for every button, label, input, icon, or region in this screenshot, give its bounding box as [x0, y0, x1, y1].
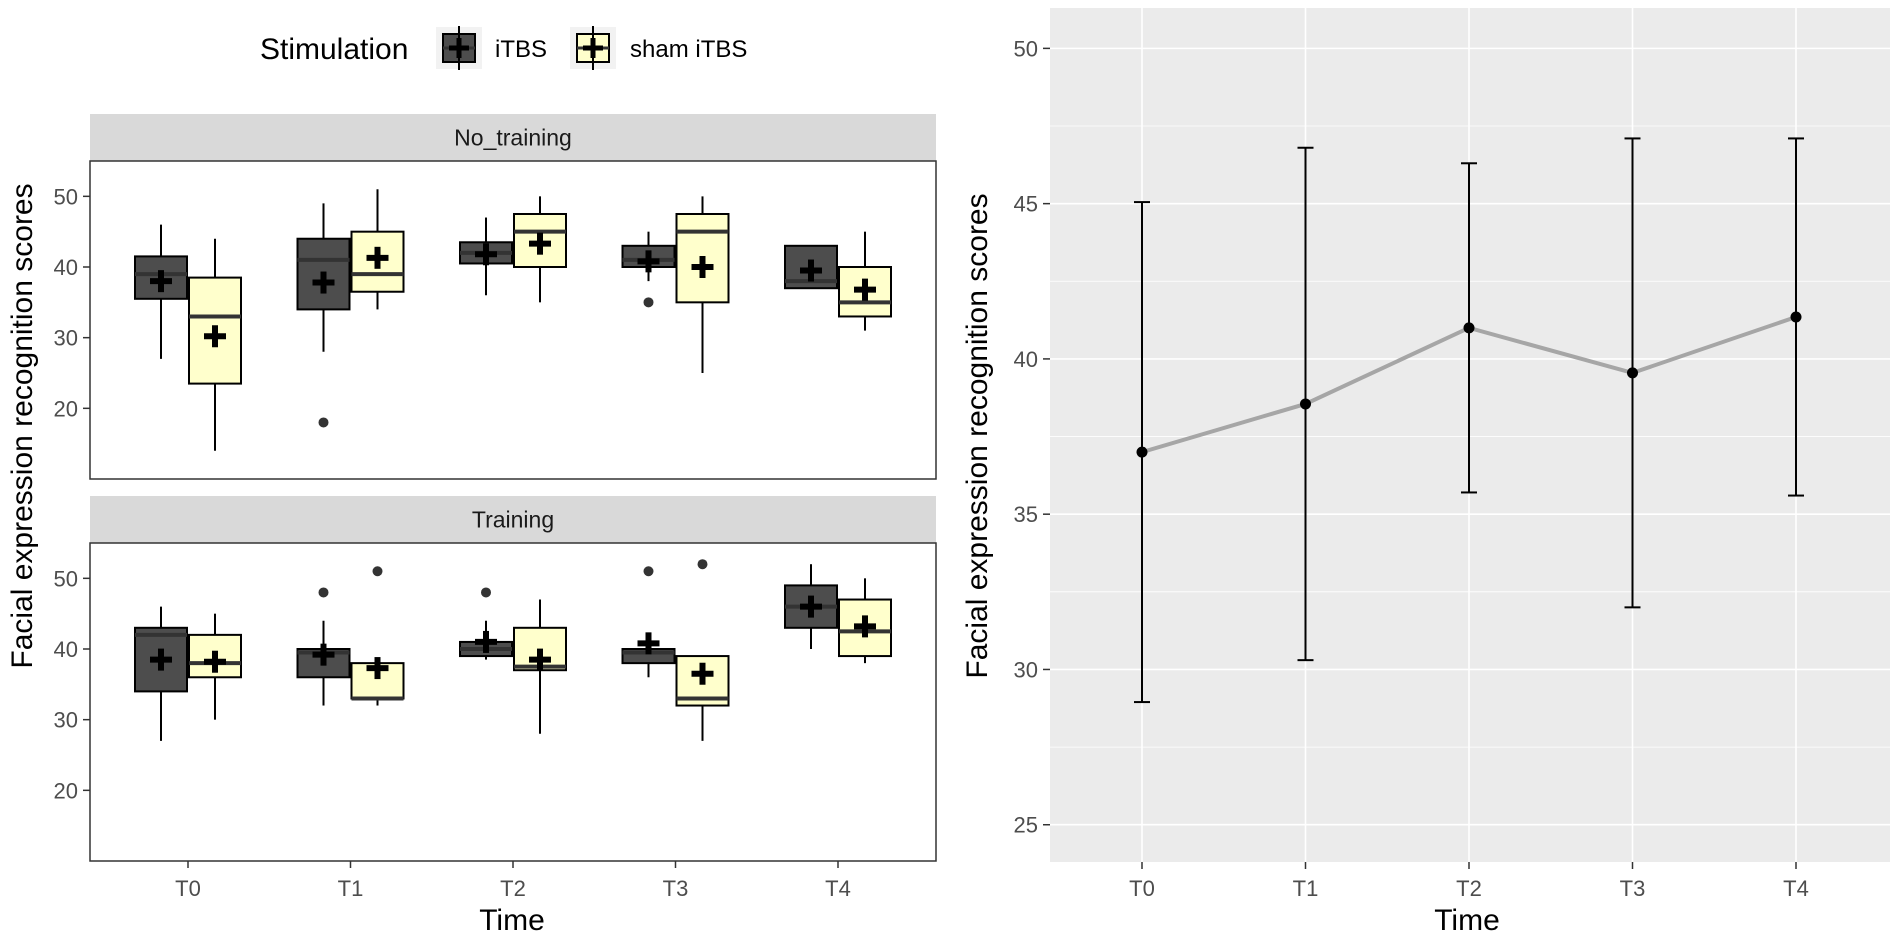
- right-x-tick-label-t3: T3: [1620, 876, 1646, 901]
- box-no-training-itbs-t1-outlier-0: [318, 417, 329, 428]
- legend-key-sham-itbs: [570, 26, 616, 70]
- box-training-sham-itbs-t3-outlier-0: [697, 559, 708, 570]
- y-tick-label-training-30: 30: [54, 708, 78, 733]
- box-training-itbs-t3-outlier-0: [643, 566, 654, 577]
- mean-point-t4: [1790, 311, 1802, 323]
- right-y-tick-label-45: 45: [1014, 192, 1038, 217]
- x-tick-label-t3: T3: [663, 876, 689, 901]
- mean-point-t1: [1300, 398, 1311, 410]
- y-tick-label-training-50: 50: [54, 566, 78, 591]
- right-y-axis-label: Facial expression recognition scores: [961, 193, 994, 678]
- y-tick-label-training-40: 40: [54, 637, 78, 662]
- mean-point-t0: [1136, 446, 1148, 458]
- mean-point-t3: [1627, 367, 1638, 379]
- x-tick-label-t2: T2: [500, 876, 526, 901]
- facet-strip-training: [90, 496, 936, 543]
- box-training-itbs-t2-outlier-0: [481, 587, 491, 598]
- y-tick-label-no-training-40: 40: [54, 255, 78, 280]
- box-training-sham-itbs-t1-outlier-0: [372, 566, 383, 577]
- right-x-tick-label-t2: T2: [1456, 876, 1482, 901]
- y-tick-label-no-training-20: 20: [54, 396, 78, 421]
- mean-point-t2: [1463, 322, 1475, 334]
- right-line-chart: 25 30 35 40 45 50 T0 T1 T2 T3 T4: [1014, 8, 1890, 901]
- legend-label-sham-itbs: sham iTBS: [630, 36, 747, 63]
- right-y-tick-label-35: 35: [1014, 502, 1038, 527]
- x-tick-label-t0: T0: [175, 876, 201, 901]
- right-x-tick-label-t4: T4: [1783, 876, 1809, 901]
- left-y-axis-label: Facial expression recognition scores: [6, 183, 39, 668]
- legend-key-itbs: [436, 26, 482, 70]
- left-x-axis-label: Time: [479, 904, 545, 937]
- legend: Stimulation iTBS sham iTBS: [260, 26, 747, 70]
- right-x-tick-label-t1: T1: [1293, 876, 1319, 901]
- right-y-tick-label-30: 30: [1014, 657, 1038, 682]
- facet-label-no-training: No_training: [454, 125, 572, 151]
- box-no-training-itbs-t3-outlier-0: [643, 297, 654, 308]
- y-tick-label-training-20: 20: [54, 778, 78, 803]
- y-tick-label-no-training-50: 50: [54, 184, 78, 209]
- legend-title: Stimulation: [260, 33, 408, 66]
- x-tick-label-t4: T4: [825, 876, 851, 901]
- facet-label-training: Training: [472, 507, 554, 533]
- right-x-tick-label-t0: T0: [1129, 876, 1155, 901]
- right-y-tick-label-50: 50: [1014, 36, 1038, 61]
- y-tick-label-no-training-30: 30: [54, 326, 78, 351]
- facet-strip-no-training: [90, 114, 936, 161]
- x-tick-label-t1: T1: [338, 876, 364, 901]
- left-boxplot-chart: No_training 20 30 40 50 Training 20 30 40 50 T0 T1 T…: [54, 114, 937, 901]
- right-x-axis-label: Time: [1434, 904, 1500, 937]
- legend-label-itbs: iTBS: [495, 36, 547, 63]
- right-y-tick-label-40: 40: [1014, 347, 1038, 372]
- box-training-itbs-t1-outlier-0: [318, 587, 329, 598]
- right-y-tick-label-25: 25: [1014, 813, 1038, 838]
